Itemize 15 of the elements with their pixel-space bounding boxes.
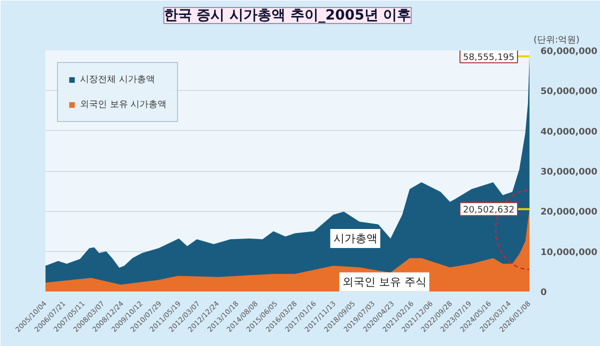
y-tick-label: 0 bbox=[540, 288, 547, 298]
legend-label: 시장전체 시가총액 bbox=[80, 74, 155, 86]
annotation: 외국인 보유 주식 bbox=[342, 275, 426, 288]
y-tick-label: 40,000,000 bbox=[540, 127, 598, 138]
y-tick-label: 60,000,000 bbox=[540, 47, 598, 57]
legend-label: 외국인 보유 시가총액 bbox=[80, 99, 167, 111]
annotation: 20,502,632 bbox=[462, 206, 514, 216]
annotation: 시가총액 bbox=[333, 232, 378, 245]
y-axis-title: (단위:억원) bbox=[533, 36, 580, 46]
annotation: 58,555,195 bbox=[462, 52, 514, 63]
y-tick-label: 20,000,000 bbox=[540, 208, 598, 218]
chart-title: 한국 증시 시가총액 추이_2005년 이후 bbox=[164, 8, 412, 24]
y-tick-label: 50,000,000 bbox=[540, 87, 598, 98]
y-tick-label: 10,000,000 bbox=[540, 248, 598, 258]
y-tick-label: 30,000,000 bbox=[540, 168, 598, 178]
